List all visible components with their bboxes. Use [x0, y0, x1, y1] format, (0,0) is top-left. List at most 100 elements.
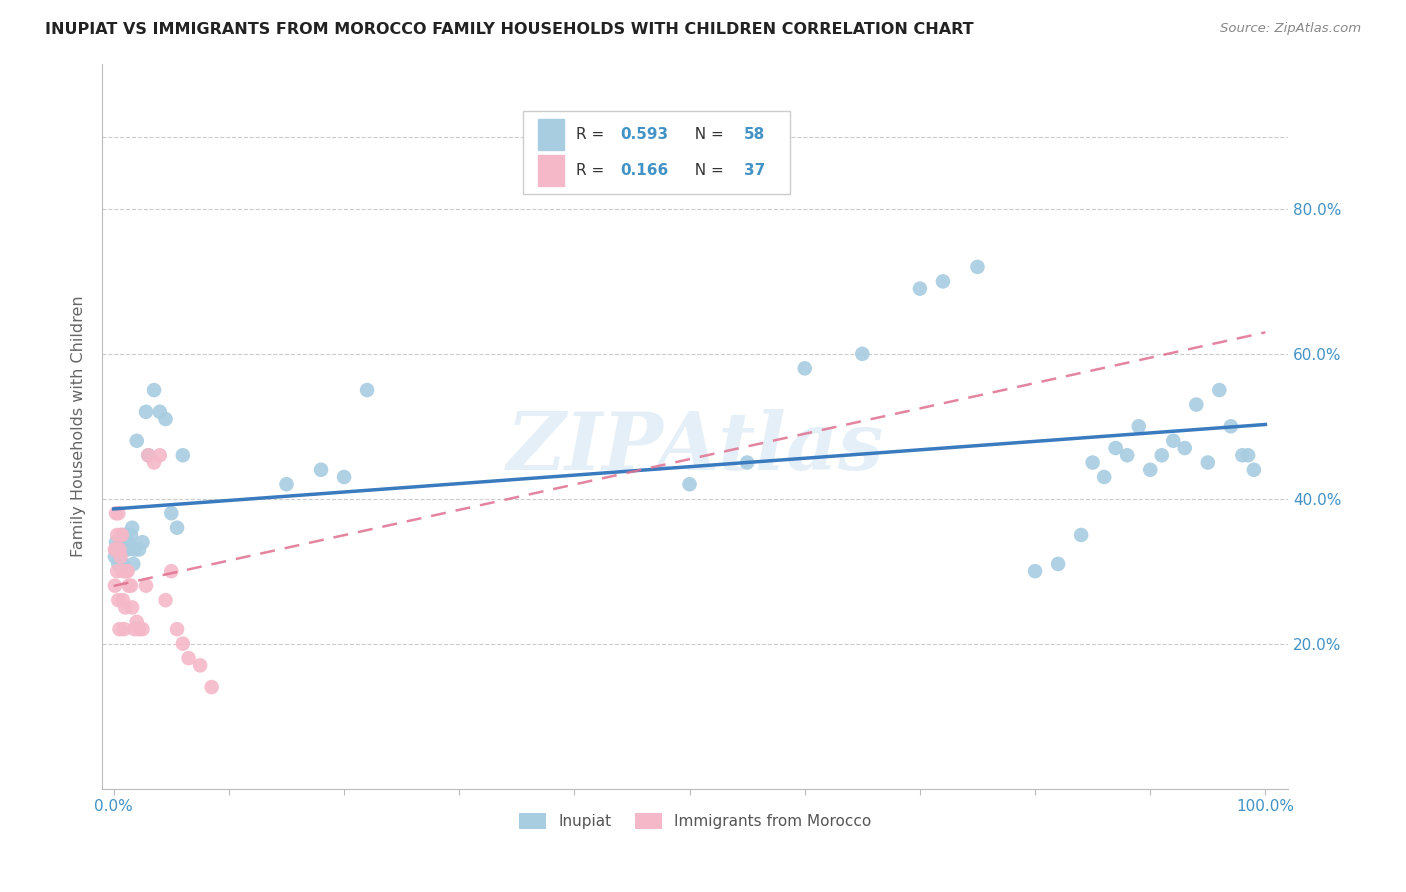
Point [112, 622, 135, 636]
Point [111, 593, 134, 607]
Point [932, 274, 955, 288]
Point [105, 535, 128, 549]
Point [793, 361, 815, 376]
Bar [537, 155, 564, 186]
Point [105, 542, 128, 557]
Point [124, 622, 146, 636]
Point [118, 579, 141, 593]
Point [166, 521, 188, 535]
Point [114, 600, 136, 615]
Point [118, 535, 141, 549]
Point [135, 579, 157, 593]
Point [160, 564, 183, 578]
FancyBboxPatch shape [523, 112, 790, 194]
Point [678, 477, 700, 491]
Text: N =: N = [685, 127, 728, 142]
Point [1243, 463, 1265, 477]
Point [136, 448, 159, 462]
Legend: Inupiat, Immigrants from Morocco: Inupiat, Immigrants from Morocco [513, 807, 877, 835]
Point [111, 557, 134, 571]
Point [1237, 448, 1260, 462]
Point [135, 405, 157, 419]
Point [105, 564, 128, 578]
Point [1105, 441, 1128, 455]
Point [104, 549, 127, 564]
Point [1185, 398, 1208, 412]
Point [1139, 463, 1161, 477]
Point [1161, 434, 1184, 448]
Point [160, 506, 183, 520]
Point [1024, 564, 1046, 578]
Point [201, 680, 224, 694]
Point [107, 593, 129, 607]
Point [166, 622, 188, 636]
Point [149, 448, 172, 462]
Point [111, 528, 134, 542]
Text: Source: ZipAtlas.com: Source: ZipAtlas.com [1220, 22, 1361, 36]
Point [105, 528, 128, 542]
Point [125, 434, 148, 448]
Point [356, 383, 378, 397]
Point [136, 448, 159, 462]
Point [1128, 419, 1150, 434]
Point [114, 542, 136, 557]
Point [125, 615, 148, 629]
Point [1150, 448, 1173, 462]
Point [177, 651, 200, 665]
Point [1232, 448, 1254, 462]
Point [851, 347, 873, 361]
Point [120, 579, 142, 593]
Point [908, 282, 931, 296]
Point [143, 383, 166, 397]
Text: R =: R = [575, 127, 609, 142]
Point [124, 542, 146, 557]
Point [104, 542, 127, 557]
Point [143, 456, 166, 470]
Text: 0.166: 0.166 [620, 163, 669, 178]
Point [333, 470, 356, 484]
Point [1070, 528, 1092, 542]
Point [1116, 448, 1139, 462]
Point [1219, 419, 1241, 434]
Point [120, 528, 142, 542]
Point [1174, 441, 1197, 455]
Point [105, 542, 128, 557]
Text: ZIPAtlas: ZIPAtlas [506, 409, 884, 487]
Point [122, 557, 145, 571]
Point [1081, 456, 1104, 470]
Bar [537, 120, 564, 150]
Point [115, 528, 138, 542]
Point [107, 506, 129, 520]
Point [1092, 470, 1115, 484]
Point [309, 463, 332, 477]
Point [108, 549, 131, 564]
Point [966, 260, 988, 274]
Point [172, 448, 194, 462]
Point [155, 412, 177, 426]
Point [128, 542, 150, 557]
Point [104, 579, 127, 593]
Point [735, 456, 758, 470]
Point [112, 528, 135, 542]
Y-axis label: Family Households with Children: Family Households with Children [72, 295, 86, 558]
Point [105, 506, 128, 520]
Point [117, 542, 139, 557]
Point [107, 557, 129, 571]
Point [155, 593, 177, 607]
Point [172, 637, 194, 651]
Text: 37: 37 [744, 163, 765, 178]
Point [121, 600, 143, 615]
Text: N =: N = [685, 163, 728, 178]
Point [110, 542, 132, 557]
Text: 0.593: 0.593 [620, 127, 669, 142]
Point [111, 564, 134, 578]
Point [108, 622, 131, 636]
Text: R =: R = [575, 163, 609, 178]
Point [108, 542, 131, 557]
Point [115, 564, 138, 578]
Point [131, 535, 153, 549]
Point [131, 622, 153, 636]
Point [110, 549, 132, 564]
Point [111, 535, 134, 549]
Point [117, 564, 139, 578]
